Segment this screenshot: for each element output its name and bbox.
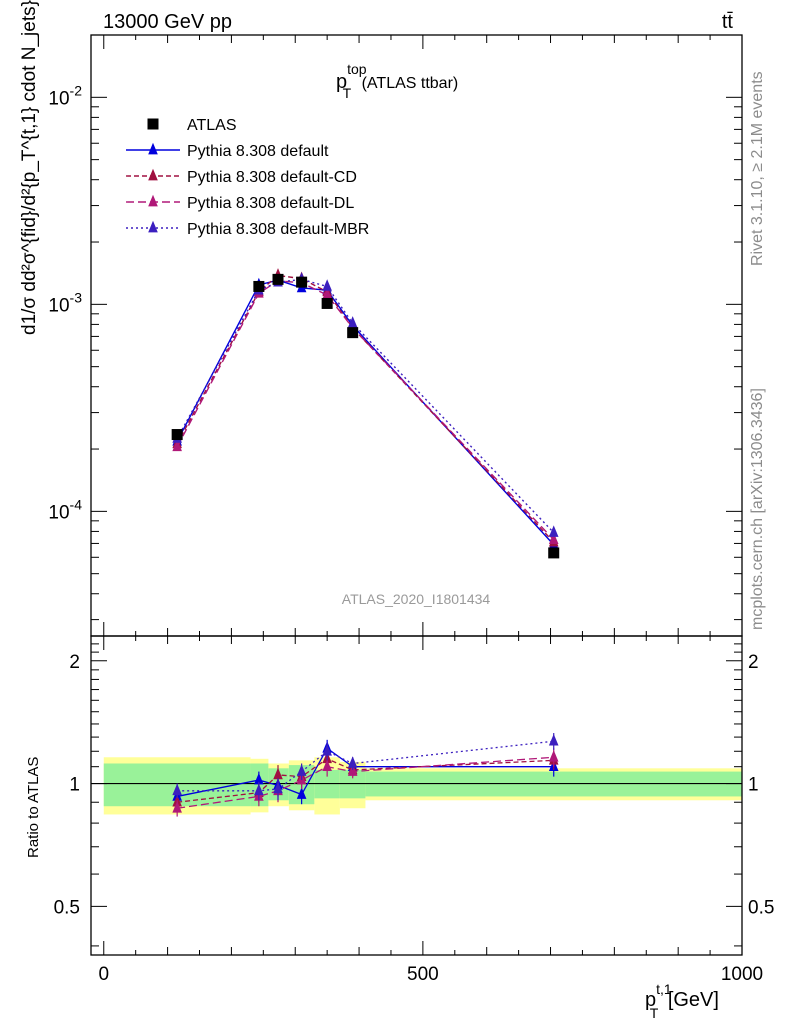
legend: ATLAS Pythia 8.308 default Pythia 8.308 de… [126,117,369,238]
legend-marker [148,194,158,207]
header-left: 13000 GeV pp [103,11,232,33]
plot-title-sub: T [343,85,352,101]
x-axis-label-unit: [GeV] [662,989,719,1011]
ratio-marker [172,801,182,813]
mcplots-label: mcplots.cern.ch [arXiv:1306.3436] [749,388,766,630]
x-axis-label: pt,1 T [GeV] [645,981,719,1021]
legend-label: Pythia 8.308 default-DL [187,195,354,212]
ratio-tick-label-right: 1 [748,775,759,796]
legend-marker [148,168,158,181]
ratio-tick-label: 1 [69,775,80,796]
legend-marker [148,142,158,155]
ratio-marker [548,750,559,762]
y-axis-label: d1/σ dd²σ^{fid}/d²{p_T^{t,1} cdot N_jets… [19,0,40,335]
ratio-tick-label: 0.5 [54,897,80,918]
ratio-marker [548,734,559,746]
ratio-marker [296,787,307,799]
ratio-marker [347,756,358,768]
series-marker [322,287,332,300]
series-marker [172,439,182,452]
x-axis-label-sub: T [650,1005,659,1021]
plot-title: ptop T (ATLAS ttbar) [336,61,458,101]
x-axis-label-main: p [645,989,656,1011]
y-tick-label: 10-2 [48,82,82,109]
rivet-label: Rivet 3.1.10, ≥ 2.1M events [749,71,766,266]
plot-frames [90,34,743,956]
plot-title-sup: top [347,61,367,77]
ratio-marker [322,744,332,756]
plot-title-suffix: (ATLAS ttbar) [357,75,458,92]
reference-point [272,273,284,285]
legend-label: Pythia 8.308 default-MBR [187,221,369,238]
x-tick-label: 0 [98,964,109,985]
ratio-marker [254,772,264,785]
y-tick-label: 10-4 [48,496,82,523]
ratio-axis-label: Ratio to ATLAS [25,757,42,858]
ratio-tick-label-right: 2 [748,652,759,673]
reference-point [321,297,333,309]
series-line [176,280,555,541]
plot-title-main: p [336,71,347,93]
y-tick-base: 10 [48,502,69,523]
x-tick-label: 1000 [721,964,763,985]
x-tick-label: 500 [407,964,439,985]
legend-label: Pythia 8.308 default-CD [187,169,357,186]
reference-point [548,547,560,559]
legend-marker [148,220,158,233]
y-tick-base: 10 [48,88,69,109]
series-line [176,274,555,543]
reference-point [253,280,265,292]
series-line [176,278,555,534]
y-tick-label: 10-3 [48,289,82,316]
header-right: tt̄ [722,11,734,33]
ratio-marker [347,764,358,776]
ratio-tick-label-right: 0.5 [748,897,774,918]
reference-point [347,327,359,339]
legend-marker-reference [147,118,159,130]
legend-label-reference: ATLAS [187,117,237,134]
ratio-marker [172,783,182,796]
ratio-marker [296,764,307,776]
x-axis-label-sup: t,1 [656,981,672,997]
data-curves [171,268,560,817]
ratio-marker [273,767,283,780]
series-line [176,279,555,546]
ratio-marker [322,759,332,772]
legend-label: Pythia 8.308 default [187,143,329,160]
ratio-frame [90,635,743,956]
y-tick-base: 10 [48,295,69,316]
reference-point [171,429,183,441]
y-tick-exponent: -3 [70,289,83,305]
series-marker [548,532,559,544]
reference-point [296,276,308,288]
analysis-id: ATLAS_2020_I1801434 [342,591,491,607]
y-tick-exponent: -4 [70,496,83,512]
y-tick-exponent: -2 [70,82,83,98]
ratio-marker [273,781,283,794]
series-marker [347,316,358,328]
series-marker [548,525,559,537]
series-marker [322,279,332,291]
ratio-tick-label: 2 [69,652,80,673]
ratio-uncertainty-bands [103,757,742,815]
ratio-marker [254,783,264,796]
